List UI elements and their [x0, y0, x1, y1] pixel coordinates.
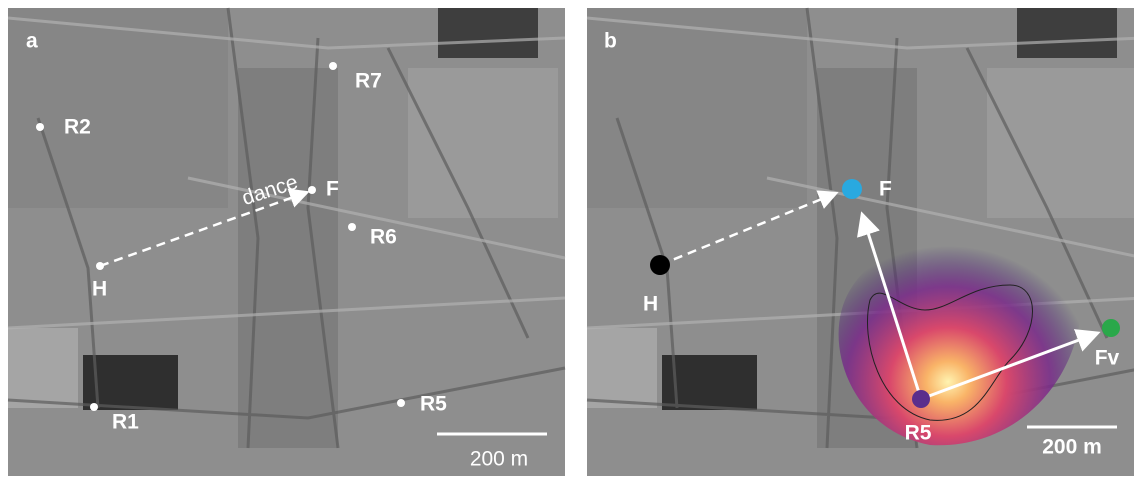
point — [348, 223, 356, 231]
point-label: F — [326, 178, 339, 201]
point-label: H — [643, 293, 658, 316]
point-label: H — [92, 278, 107, 301]
point — [912, 390, 930, 408]
point — [397, 399, 405, 407]
panel-label: b — [604, 30, 617, 53]
point — [650, 255, 670, 275]
point-label: R6 — [370, 226, 397, 249]
point-label: R2 — [64, 116, 91, 139]
scale-label: 200 m — [470, 448, 528, 471]
point-label: R5 — [420, 393, 447, 416]
point — [842, 179, 862, 199]
figure: a dance R7 R2 F R6 H R1 R5 200 m b H F R… — [0, 0, 1134, 476]
point-label: F — [879, 178, 892, 201]
panel-b: b H F R5 Fv 200 m — [587, 8, 1134, 476]
point-label: R1 — [112, 411, 139, 434]
point-label: Fv — [1095, 347, 1120, 370]
point — [308, 186, 316, 194]
point-label: R5 — [905, 422, 932, 445]
point-label: R7 — [355, 70, 382, 93]
panel-label: a — [26, 30, 38, 53]
point — [96, 262, 104, 270]
panel-a: a dance R7 R2 F R6 H R1 R5 200 m — [8, 8, 565, 476]
scale-label: 200 m — [1042, 436, 1102, 459]
point — [90, 403, 98, 411]
point — [36, 123, 44, 131]
point — [329, 62, 337, 70]
point — [1102, 319, 1120, 337]
